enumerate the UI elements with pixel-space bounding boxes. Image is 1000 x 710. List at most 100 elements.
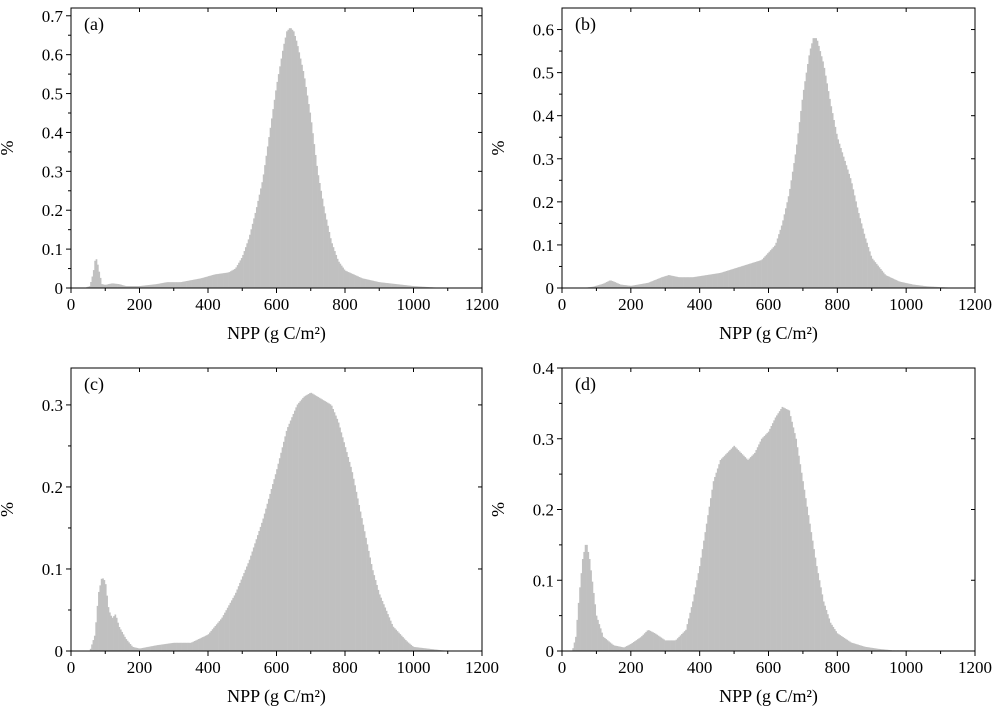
- histogram-bar: [784, 408, 787, 651]
- x-tick-label: 0: [558, 295, 567, 314]
- histogram-bar: [346, 452, 348, 651]
- histogram-bar: [100, 578, 103, 651]
- x-tick-label: 0: [67, 658, 76, 677]
- histogram-bar: [716, 273, 718, 288]
- histogram-bar: [844, 638, 847, 651]
- histogram-bar: [393, 628, 396, 651]
- histogram-bar: [590, 286, 593, 288]
- histogram-bar: [242, 254, 244, 288]
- histogram-bar: [252, 547, 255, 651]
- histogram-bar: [708, 506, 711, 651]
- histogram-bar: [198, 639, 200, 651]
- histogram-bar: [310, 122, 313, 288]
- histogram-bar: [626, 285, 629, 288]
- histogram-bar: [129, 286, 132, 288]
- histogram-bar: [607, 281, 610, 288]
- histogram-bar: [365, 537, 367, 651]
- histogram-bar: [877, 648, 880, 651]
- histogram-bar: [780, 225, 783, 288]
- histogram-bar: [740, 452, 742, 651]
- histogram-bar: [247, 239, 250, 288]
- histogram-bar: [634, 641, 636, 651]
- histogram-bar: [618, 283, 621, 288]
- histogram-bar: [226, 607, 229, 651]
- histogram-bar: [433, 649, 436, 651]
- histogram-bar: [409, 643, 411, 651]
- histogram-bar: [316, 165, 318, 288]
- histogram-bar: [300, 399, 303, 651]
- histogram-bar: [281, 447, 284, 651]
- histogram-bar: [704, 532, 707, 651]
- histogram-bar: [227, 272, 229, 288]
- histogram-bar: [357, 276, 359, 288]
- histogram-bar: [129, 644, 132, 651]
- histogram-bar: [383, 282, 386, 288]
- histogram-bar: [292, 31, 295, 289]
- histogram-bar: [663, 276, 666, 288]
- y-tick-label: 0.2: [533, 501, 554, 520]
- histogram-bar: [196, 639, 199, 651]
- histogram-bar: [205, 276, 207, 288]
- histogram-bar: [735, 267, 738, 288]
- histogram-bar: [273, 479, 276, 651]
- histogram-bar: [89, 648, 92, 651]
- histogram-bar: [200, 637, 203, 651]
- histogram-bar: [693, 594, 696, 651]
- histogram-bar: [432, 649, 435, 651]
- histogram-bar: [355, 491, 358, 651]
- histogram-bar: [188, 642, 191, 651]
- histogram-bar: [758, 444, 760, 651]
- histogram-bar: [722, 457, 725, 651]
- histogram-bar: [106, 284, 109, 288]
- histogram-bar: [701, 549, 704, 651]
- histogram-bar: [851, 642, 854, 651]
- histogram-bar: [414, 647, 417, 651]
- histogram-bar: [849, 178, 852, 288]
- histogram-bar: [892, 278, 895, 288]
- histogram-bar: [594, 604, 597, 651]
- histogram-bar: [113, 283, 116, 288]
- x-axis-label: NPP (g C/m²): [227, 323, 326, 344]
- histogram-bar: [217, 622, 219, 651]
- histogram-bar: [306, 95, 309, 288]
- histogram-bar: [876, 648, 879, 651]
- y-tick-label: 0.2: [42, 201, 63, 220]
- histogram-bar: [795, 438, 798, 651]
- histogram-bar: [386, 283, 388, 288]
- histogram-bar: [213, 274, 216, 288]
- histogram-bar: [778, 411, 781, 651]
- histogram-bar: [331, 243, 333, 288]
- histogram-bar: [326, 402, 329, 651]
- histogram-bar: [373, 281, 376, 288]
- histogram-bar: [847, 640, 850, 651]
- histogram-bar: [715, 472, 718, 651]
- histogram-bar: [750, 263, 753, 288]
- histogram-bar: [333, 412, 336, 651]
- histogram-bar: [599, 628, 602, 651]
- histogram-bar: [318, 183, 321, 288]
- histogram-bar: [234, 268, 236, 288]
- histogram-bar: [191, 279, 194, 288]
- histogram-bar: [237, 586, 240, 651]
- panel-label: (d): [575, 374, 596, 395]
- histogram-bar: [416, 286, 418, 288]
- histogram-bar: [749, 263, 751, 288]
- histogram-bar: [266, 503, 269, 651]
- histogram-bar: [369, 280, 372, 288]
- histogram-bar: [725, 454, 727, 651]
- histogram-bar: [603, 637, 606, 651]
- y-tick-label: 0.2: [42, 478, 63, 497]
- histogram-bar: [676, 638, 679, 651]
- histogram-bar: [379, 282, 381, 288]
- histogram-bar: [396, 631, 399, 651]
- histogram-bar: [214, 274, 217, 288]
- histogram-bar: [190, 280, 192, 288]
- histogram-bar: [332, 247, 335, 288]
- histogram-bar: [146, 285, 149, 288]
- histogram-bar: [661, 277, 663, 288]
- histogram-bar: [144, 285, 147, 288]
- histogram-bar: [239, 582, 241, 651]
- histogram-bar: [327, 225, 329, 288]
- histogram-bar: [755, 450, 758, 651]
- histogram-bar: [399, 284, 402, 288]
